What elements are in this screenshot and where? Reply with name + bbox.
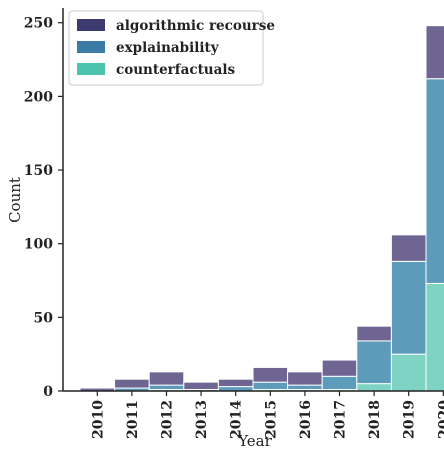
legend-label-algorithmic-recourse: algorithmic recourse — [116, 18, 275, 34]
bar-algorithmic-recourse-2013 — [183, 381, 219, 391]
x-tick-label-2015: 2015 — [263, 400, 279, 439]
legend: algorithmic recourse explainability counte… — [68, 10, 275, 86]
bar-explainability-2016 — [287, 384, 323, 391]
bar-explainability-2020 — [425, 78, 444, 284]
bar-explainability-2015 — [252, 381, 289, 391]
bar-explainability-2019 — [390, 260, 427, 355]
x-tick-label-2017: 2017 — [333, 400, 349, 439]
legend-label-explainability: explainability — [116, 40, 220, 56]
legend-frame — [68, 10, 264, 86]
x-axis-title: Year — [237, 432, 272, 450]
x-tick-label-2012: 2012 — [160, 400, 176, 439]
bar-counterfactuals-2020 — [425, 282, 444, 392]
bar-algorithmic-recourse-2016 — [287, 371, 323, 386]
x-tick-label-2014: 2014 — [229, 400, 245, 439]
bar-algorithmic-recourse-2020 — [425, 25, 444, 80]
x-tick-label-2018: 2018 — [367, 400, 383, 439]
bar-algorithmic-recourse-2012 — [148, 371, 185, 386]
y-tick-label-100: 100 — [24, 237, 53, 253]
x-tick-label-2010: 2010 — [90, 400, 106, 439]
bar-counterfactuals-2018 — [356, 383, 392, 392]
bar-counterfactuals-2019 — [390, 353, 427, 392]
bar-algorithmic-recourse-2015 — [252, 366, 289, 383]
legend-swatch-explainability — [77, 41, 105, 53]
x-tick-label-2011: 2011 — [125, 400, 141, 439]
y-tick-label-250: 250 — [24, 16, 53, 32]
bar-explainability-2012 — [148, 384, 185, 391]
legend-label-counterfactuals: counterfactuals — [116, 62, 235, 78]
y-axis-title: Count — [6, 177, 24, 223]
bar-explainability-2017 — [321, 375, 358, 391]
x-tick-label-2020: 2020 — [436, 400, 444, 439]
y-ticks: 0 50 100 150 200 250 — [24, 16, 63, 400]
x-tick-label-2013: 2013 — [194, 400, 210, 439]
y-tick-label-50: 50 — [34, 310, 54, 326]
bar-algorithmic-recourse-2019 — [390, 234, 427, 262]
legend-swatch-counterfactuals — [77, 63, 105, 75]
bar-algorithmic-recourse-2011 — [114, 378, 150, 389]
bar-algorithmic-recourse-2014 — [217, 378, 254, 388]
x-ticks: 2010 2011 2012 2013 2014 2015 2016 2017 2018 2019… — [90, 391, 444, 439]
bar-explainability-2018 — [356, 340, 392, 385]
legend-swatch-algorithmic-recourse — [77, 19, 105, 31]
y-tick-label-150: 150 — [24, 163, 53, 179]
x-tick-label-2016: 2016 — [298, 400, 314, 439]
bar-algorithmic-recourse-2017 — [321, 359, 358, 377]
y-tick-label-0: 0 — [43, 384, 53, 400]
bar-algorithmic-recourse-2018 — [356, 325, 392, 342]
x-tick-label-2019: 2019 — [402, 400, 418, 439]
y-tick-label-200: 200 — [24, 89, 53, 105]
